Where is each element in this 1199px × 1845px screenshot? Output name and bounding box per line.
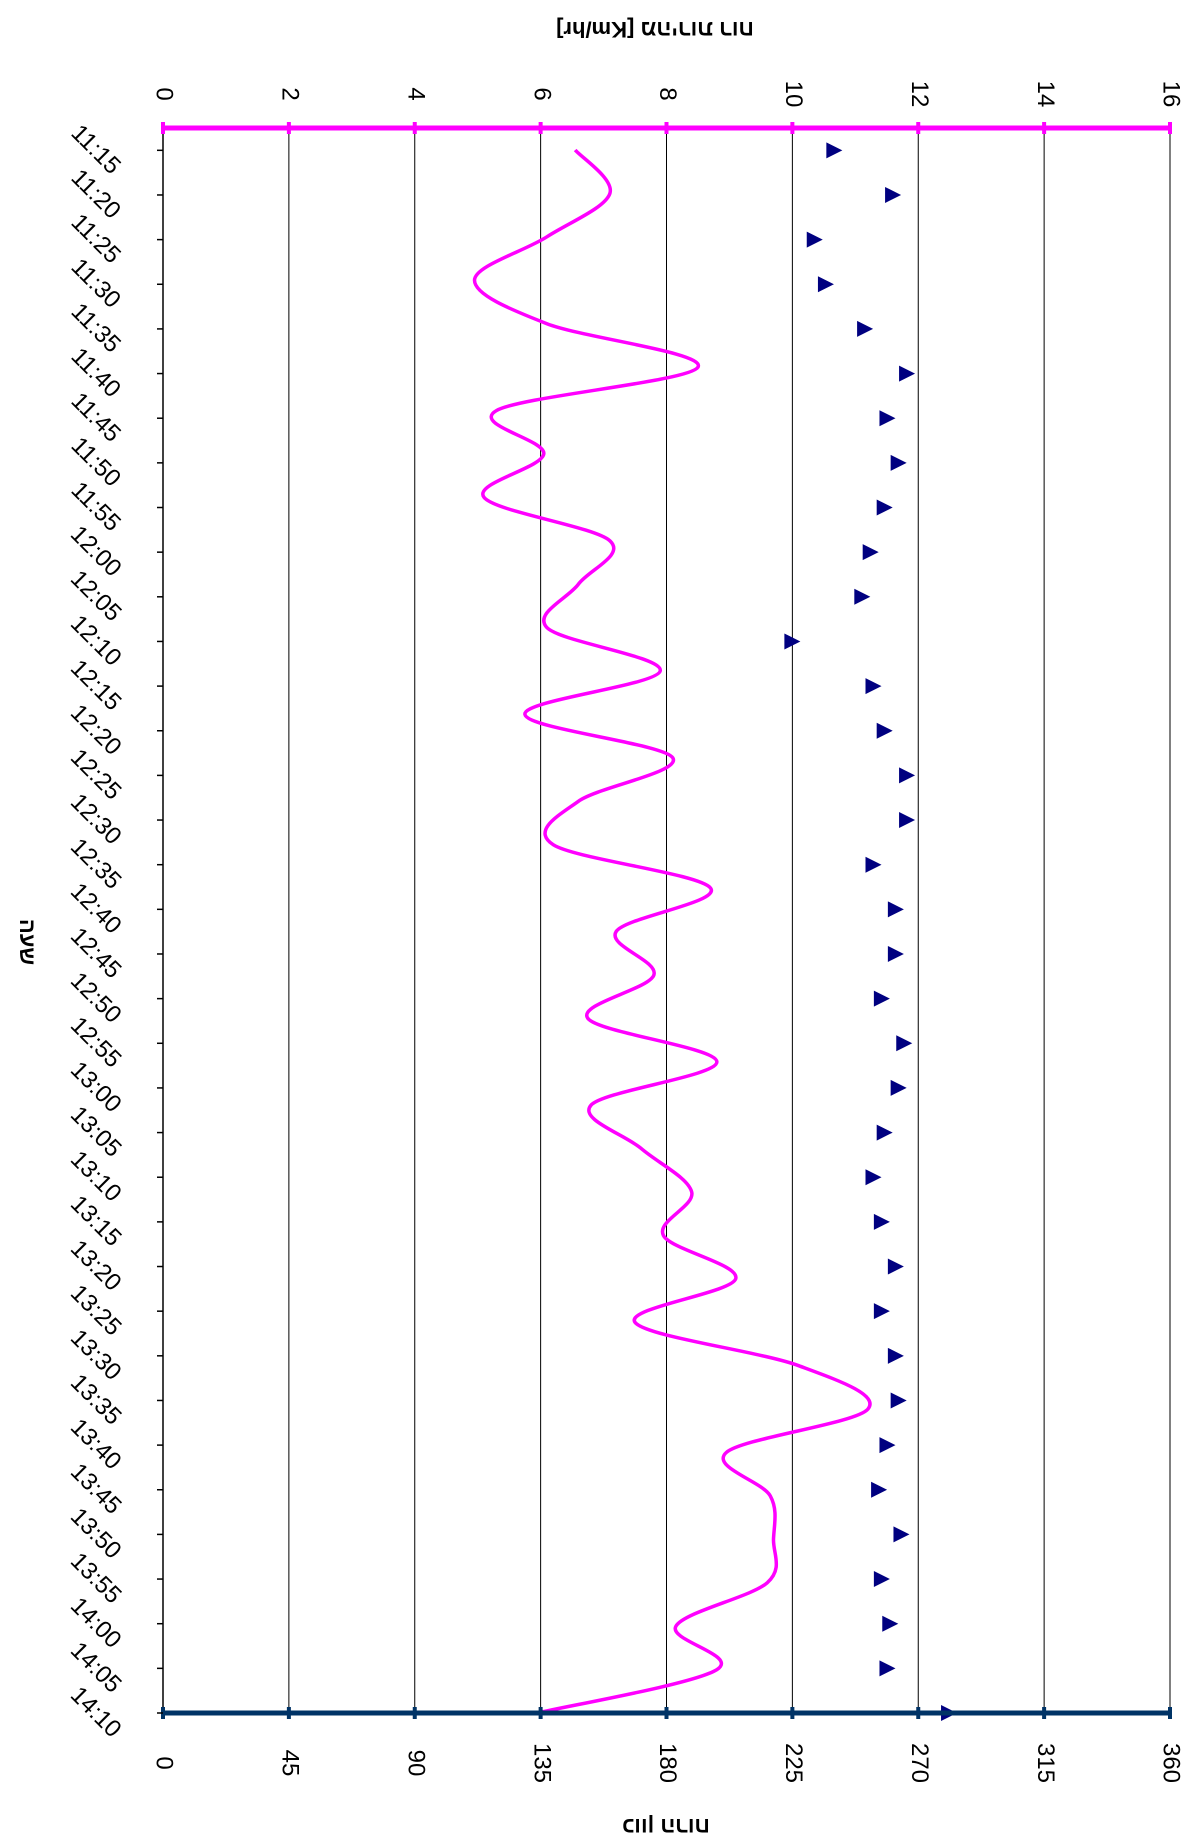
- axes: [157, 122, 1172, 1719]
- direction-marker: [890, 454, 907, 471]
- direction-marker: [873, 1213, 890, 1230]
- direction-marker: [890, 1079, 907, 1096]
- direction-tick-label: 360: [1158, 1743, 1185, 1783]
- direction-tick-label: 0: [151, 1756, 178, 1769]
- direction-marker: [806, 231, 823, 248]
- direction-tick-label: 315: [1032, 1743, 1059, 1783]
- gridlines: [162, 128, 1171, 1713]
- direction-marker: [857, 320, 874, 337]
- direction-tick-label: 180: [654, 1743, 681, 1783]
- speed-tick-label: 16: [1158, 81, 1185, 108]
- direction-tick-label: 90: [402, 1750, 429, 1777]
- direction-marker: [817, 276, 834, 293]
- direction-marker: [865, 856, 882, 873]
- direction-tick-label: 135: [528, 1743, 555, 1783]
- direction-marker: [876, 1124, 893, 1141]
- speed-tick-label: 0: [151, 87, 178, 100]
- direction-marker: [896, 1035, 913, 1052]
- speed-tick-label: 4: [402, 87, 429, 100]
- direction-marker: [865, 678, 882, 695]
- direction-marker: [899, 812, 916, 829]
- direction-marker: [865, 1169, 882, 1186]
- speed-tick-label: 14: [1032, 81, 1059, 108]
- direction-marker: [784, 633, 801, 650]
- direction-marker: [873, 1303, 890, 1320]
- direction-marker: [887, 1258, 904, 1275]
- direction-marker: [893, 1526, 910, 1543]
- direction-marker: [862, 544, 879, 561]
- direction-marker: [826, 142, 843, 159]
- direction-marker: [887, 901, 904, 918]
- direction-marker: [882, 1615, 899, 1632]
- direction-marker: [871, 1481, 888, 1498]
- direction-tick-label: 45: [277, 1750, 304, 1777]
- direction-marker: [899, 365, 916, 382]
- direction-marker: [890, 1392, 907, 1409]
- direction-marker: [876, 722, 893, 739]
- direction-marker: [854, 588, 871, 605]
- direction-marker: [887, 945, 904, 962]
- direction-tick-label: 225: [780, 1743, 807, 1783]
- direction-series-markers: [784, 142, 958, 1721]
- speed-tick-label: 2: [277, 87, 304, 100]
- direction-marker: [885, 186, 902, 203]
- speed-axis-title: מהירות רוח [Km/hr]: [556, 17, 754, 42]
- direction-axis-title: כוון הרוח: [622, 1814, 710, 1839]
- speed-tick-label: 10: [780, 81, 807, 108]
- direction-marker: [873, 990, 890, 1007]
- speed-tick-label: 12: [906, 81, 933, 108]
- direction-marker: [899, 767, 916, 784]
- direction-marker: [887, 1347, 904, 1364]
- direction-marker: [879, 1437, 896, 1454]
- direction-marker: [879, 410, 896, 427]
- direction-marker: [879, 1660, 896, 1677]
- speed-tick-label: 8: [654, 87, 681, 100]
- x-axis-title: שעה: [15, 919, 40, 965]
- direction-marker: [876, 499, 893, 516]
- speed-tick-label: 6: [528, 87, 555, 100]
- direction-marker: [873, 1571, 890, 1588]
- speed-series-line: [472, 148, 872, 1715]
- direction-tick-label: 270: [906, 1743, 933, 1783]
